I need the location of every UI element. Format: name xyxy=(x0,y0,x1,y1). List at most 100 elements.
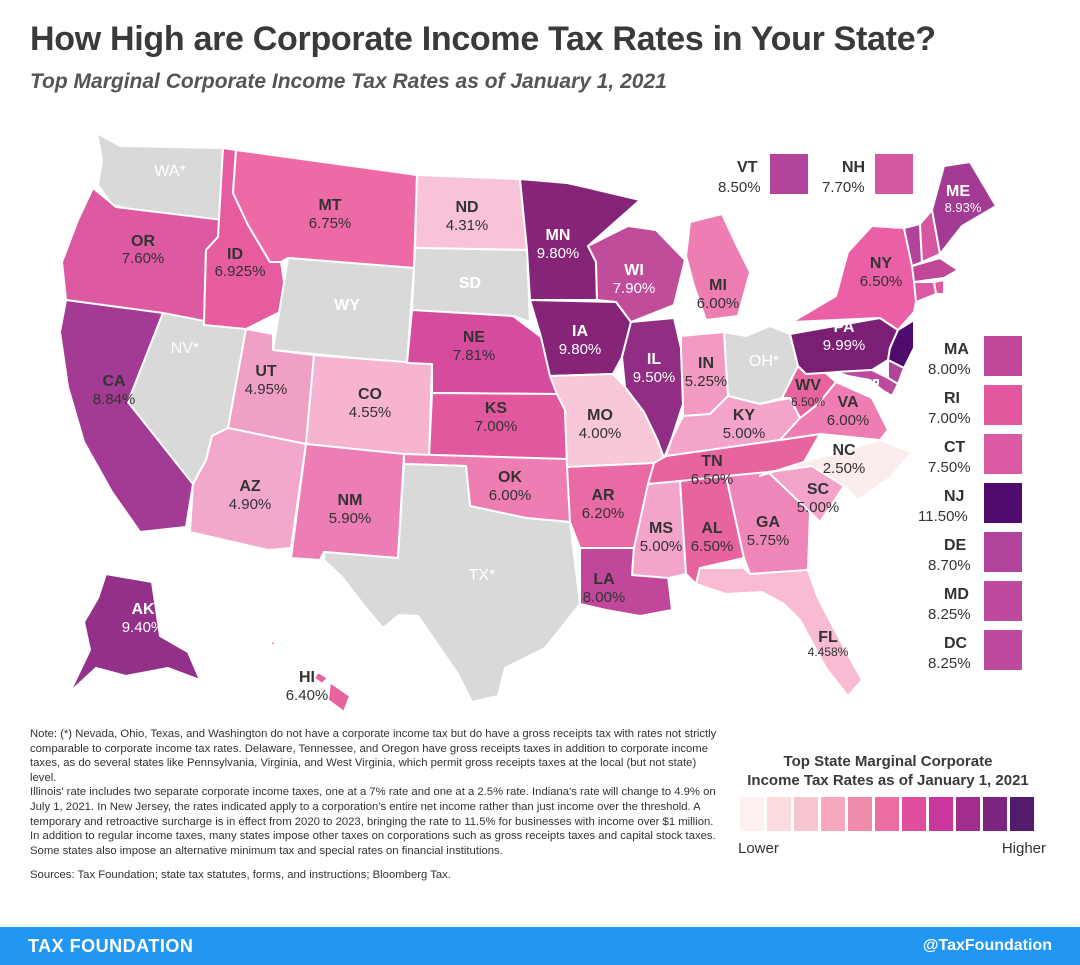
legend-title-line-2: Income Tax Rates as of January 1, 2021 xyxy=(747,772,1029,789)
rate-IN: 5.25% xyxy=(685,373,728,390)
label-KS: KS xyxy=(485,400,508,417)
side-label-MD: MD xyxy=(944,586,969,603)
footnote: Note: (*) Nevada, Ohio, Texas, and Washi… xyxy=(30,727,720,883)
state-HI-maui[interactable] xyxy=(313,671,329,685)
label-LA: LA xyxy=(593,571,615,588)
side-label-DC: DC xyxy=(944,635,968,652)
label-GA: GA xyxy=(756,514,780,531)
label-IA: IA xyxy=(572,323,588,340)
rate-KS: 7.00% xyxy=(475,418,518,435)
footnote-paragraph-1: Note: (*) Nevada, Ohio, Texas, and Washi… xyxy=(30,728,717,784)
side-label-RI: RI xyxy=(944,390,960,407)
side-rate-DC: 8.25% xyxy=(928,655,971,672)
state-CT[interactable] xyxy=(913,281,937,303)
legend-swatch-11 xyxy=(1010,797,1034,831)
label-SC: SC xyxy=(807,481,830,498)
label-WY: WY xyxy=(334,297,360,314)
side-box-DC[interactable] xyxy=(984,630,1022,670)
label-MN: MN xyxy=(546,227,571,244)
state-NC[interactable] xyxy=(759,439,913,501)
label-MS: MS xyxy=(649,520,673,537)
legend-swatch-6 xyxy=(875,797,899,831)
legend-title-line-1: Top State Marginal Corporate xyxy=(783,753,993,770)
rate-MT: 6.75% xyxy=(309,215,352,232)
state-MI[interactable] xyxy=(685,213,751,321)
label-IL: IL xyxy=(647,351,661,368)
legend-title: Top State Marginal Corporate Income Tax … xyxy=(728,752,1048,790)
legend-swatch-2 xyxy=(767,797,791,831)
side-box-DE[interactable] xyxy=(984,532,1022,572)
label-KY: KY xyxy=(733,407,756,424)
label-TN: TN xyxy=(701,453,722,470)
label-SD: SD xyxy=(459,275,481,292)
label-NC: NC xyxy=(832,442,856,459)
side-label-NJ: NJ xyxy=(944,488,964,505)
label-NV: NV* xyxy=(171,340,199,357)
label-FL: FL xyxy=(818,629,838,646)
side-box-NJ[interactable] xyxy=(984,483,1022,523)
side-box-NH[interactable] xyxy=(875,154,913,194)
label-OR: OR xyxy=(131,233,155,250)
rate-FL: 4.458% xyxy=(808,645,849,659)
label-CO: CO xyxy=(358,386,382,403)
label-TX: TX* xyxy=(469,567,496,584)
legend-swatch-10 xyxy=(983,797,1007,831)
rate-ME: 8.93% xyxy=(945,200,982,215)
side-label-MA: MA xyxy=(944,341,969,358)
us-map: WA* OR 7.60% CA 8.84% NV* ID 6.925% MT 6… xyxy=(59,132,1022,713)
label-UT: UT xyxy=(255,363,277,380)
rate-ID: 6.925% xyxy=(215,263,266,280)
sources-line: Sources: Tax Foundation; state tax statu… xyxy=(30,869,451,882)
label-WA: WA* xyxy=(154,163,185,180)
label-CA: CA xyxy=(102,373,126,390)
small-state-boxes: VT 8.50% NH 7.70% MA 8.00% RI 7.00% CT 7… xyxy=(718,154,1022,672)
state-FL[interactable] xyxy=(695,567,863,697)
side-box-RI[interactable] xyxy=(984,385,1022,425)
label-MO: MO xyxy=(587,407,613,424)
state-WI[interactable] xyxy=(587,225,686,323)
side-box-MD[interactable] xyxy=(984,581,1022,621)
side-rate-DE: 8.70% xyxy=(928,557,971,574)
legend-swatch-8 xyxy=(929,797,953,831)
state-HI-big-island[interactable] xyxy=(327,681,351,713)
footnote-paragraph-2: Illinois' rate includes two separate cor… xyxy=(30,786,716,857)
side-label-CT: CT xyxy=(944,439,966,456)
state-DC-marker[interactable] xyxy=(873,379,879,385)
rate-IA: 9.80% xyxy=(559,341,602,358)
label-MT: MT xyxy=(318,197,341,214)
side-box-MA[interactable] xyxy=(984,336,1022,376)
side-rate-NH: 7.70% xyxy=(822,179,865,196)
state-AK[interactable] xyxy=(69,573,201,693)
label-VA: VA xyxy=(837,394,858,411)
footer-handle[interactable]: @TaxFoundation xyxy=(922,937,1052,954)
label-AR: AR xyxy=(591,487,615,504)
side-rate-CT: 7.50% xyxy=(928,459,971,476)
footer-bar: TAX FOUNDATION @TaxFoundation xyxy=(0,927,1080,965)
rate-MI: 6.00% xyxy=(697,295,740,312)
rate-AR: 6.20% xyxy=(582,505,625,522)
state-SD[interactable] xyxy=(411,247,531,323)
rate-NC: 2.50% xyxy=(823,460,866,477)
rate-MS: 5.00% xyxy=(640,538,683,555)
side-box-CT[interactable] xyxy=(984,434,1022,474)
label-AL: AL xyxy=(701,520,723,537)
state-TX[interactable] xyxy=(323,463,581,703)
rate-HI: 6.40% xyxy=(286,687,329,704)
label-NY: NY xyxy=(870,255,893,272)
state-MA[interactable] xyxy=(911,257,959,283)
side-rate-MD: 8.25% xyxy=(928,606,971,623)
rate-LA: 8.00% xyxy=(583,589,626,606)
state-MD[interactable] xyxy=(835,369,899,397)
footer-brand[interactable]: TAX FOUNDATION xyxy=(28,935,194,956)
label-NM: NM xyxy=(338,492,363,509)
label-MI: MI xyxy=(709,277,727,294)
label-ID: ID xyxy=(227,246,243,263)
side-box-VT[interactable] xyxy=(770,154,808,194)
rate-TN: 6.50% xyxy=(691,471,734,488)
state-HI[interactable] xyxy=(269,639,277,647)
label-AZ: AZ xyxy=(239,478,261,495)
label-OK: OK xyxy=(498,469,522,486)
label-ME: ME xyxy=(946,183,970,200)
state-ME[interactable] xyxy=(931,161,997,255)
legend-swatch-5 xyxy=(848,797,872,831)
